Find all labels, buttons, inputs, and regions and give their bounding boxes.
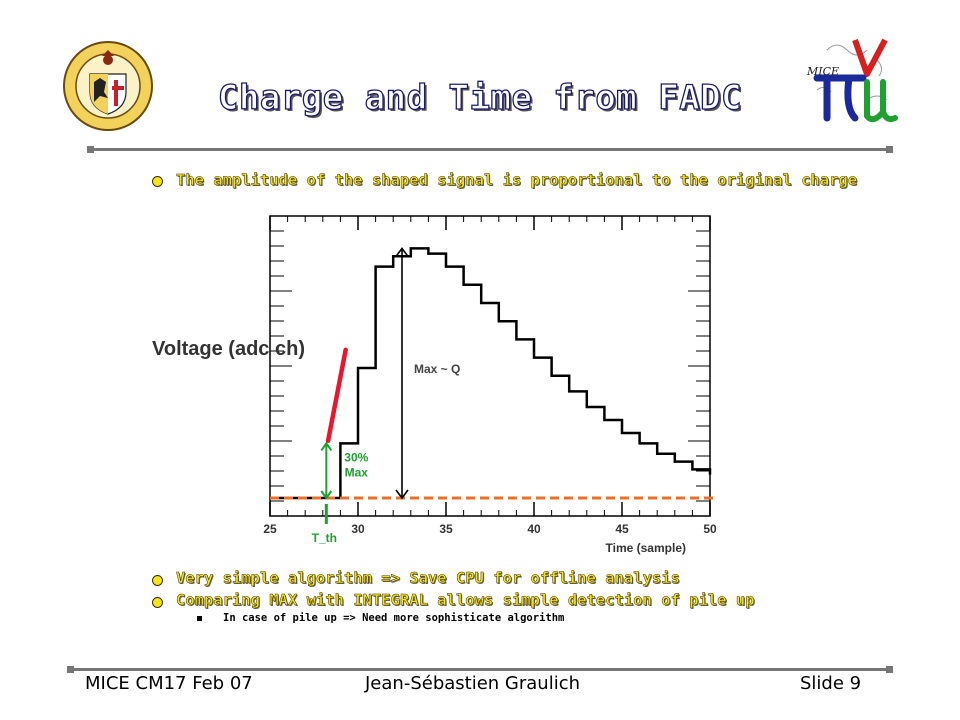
mice-logo: MICE bbox=[806, 38, 898, 123]
x-tick-label: 30 bbox=[351, 522, 365, 536]
footer-right: Slide 9 bbox=[800, 673, 862, 694]
x-axis-label: Time (sample) bbox=[606, 541, 686, 555]
max-arrowhead-bottom bbox=[395, 489, 409, 500]
sub-bullet-text: In case of pile up => Need more sophisti… bbox=[223, 612, 565, 624]
svg-text:MICE: MICE bbox=[806, 65, 839, 78]
annotation-t-th: T_th bbox=[312, 531, 337, 545]
x-tick-label: 40 bbox=[527, 522, 541, 536]
sub-bullet-marker bbox=[197, 616, 202, 621]
footer-left: MICE CM17 Feb 07 bbox=[85, 673, 253, 694]
x-tick-label: 45 bbox=[615, 522, 629, 536]
bullet-marker bbox=[152, 176, 163, 187]
annotation-max-q: Max ~ Q bbox=[414, 362, 460, 376]
bullet-marker bbox=[152, 597, 163, 608]
footer-center: Jean-Sébastien Graulich bbox=[365, 673, 581, 694]
bullet-marker bbox=[152, 575, 163, 586]
slope-line bbox=[325, 347, 348, 444]
bullet-text-3: Comparing MAX with INTEGRAL allows simpl… bbox=[176, 591, 755, 610]
max-arrowhead-top bbox=[395, 247, 409, 257]
plot-frame bbox=[269, 215, 711, 517]
slide-title: Charge and Time from FADC bbox=[217, 77, 743, 118]
x-tick-label: 50 bbox=[703, 522, 717, 536]
bullet-text-2: Very simple algorithm => Save CPU for of… bbox=[176, 569, 680, 588]
y-axis-label: Voltage (adc ch) bbox=[152, 338, 305, 360]
threshold-arrowhead-top bbox=[320, 441, 333, 451]
bullet-text-1: The amplitude of the shaped signal is pr… bbox=[176, 171, 858, 190]
university-seal-logo bbox=[63, 41, 153, 131]
footer-divider bbox=[67, 666, 893, 673]
annotation-30-max: 30% Max bbox=[344, 451, 368, 480]
threshold-arrowhead-bottom bbox=[320, 490, 333, 500]
fadc-signal-chart: 25 30 35 40 45 50 Max ~ Q 30% Max T_th Time (s… bbox=[152, 215, 717, 555]
title-divider bbox=[87, 146, 893, 153]
signal-series-line bbox=[270, 247, 712, 500]
x-tick-label: 35 bbox=[439, 522, 453, 536]
x-tick-label: 25 bbox=[263, 522, 277, 536]
